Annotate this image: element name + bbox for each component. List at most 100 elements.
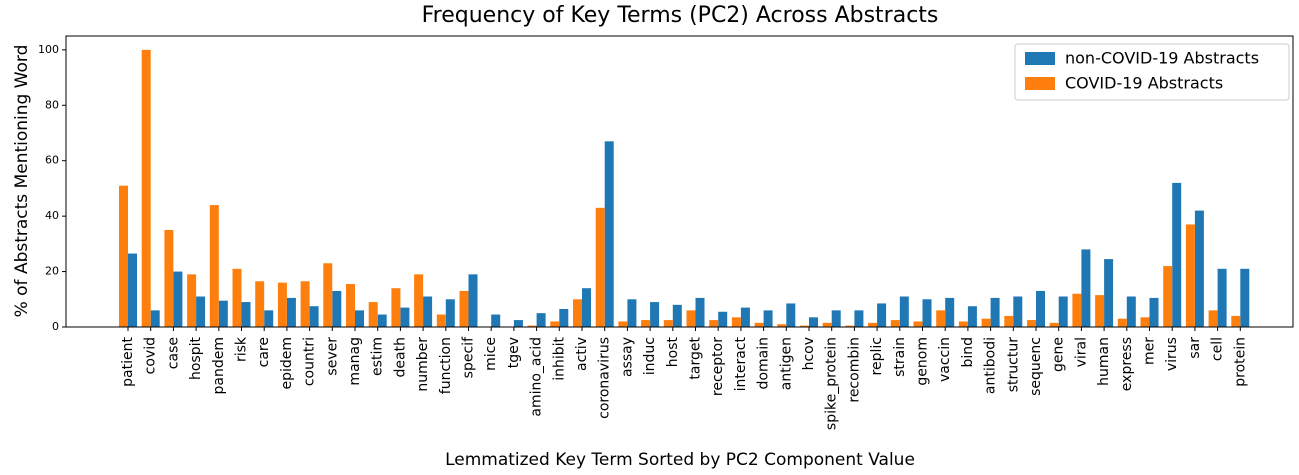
bar [550,321,560,327]
x-tick-label: host [665,337,681,368]
x-tick-label: virus [1164,337,1180,371]
bar [423,296,433,327]
bar [641,320,651,327]
x-tick-label: mice [483,337,499,371]
bar [831,310,841,327]
x-axis-label: Lemmatized Key Term Sorted by PC2 Compon… [445,450,915,470]
x-tick-label: manag [347,337,363,386]
x-tick-label: interact [733,336,749,391]
y-tick-label: 0 [52,320,59,333]
bar [663,320,673,327]
bar [559,308,569,327]
bar [527,325,537,327]
bar [709,320,719,327]
x-tick-label: mer [1142,337,1158,365]
x-tick-label: antibodi [983,337,999,394]
x-tick-label: activ [574,337,590,371]
bar [1117,318,1127,327]
x-tick-label: estim [370,337,386,376]
bar [981,318,991,327]
x-tick-label: antigen [778,337,794,390]
bar [1126,296,1136,327]
x-tick-label: spike_protein [824,337,840,430]
y-tick-label: 20 [45,265,59,278]
x-tick-label: countri [302,337,318,386]
y-tick-label: 100 [38,43,59,56]
bar [718,311,728,327]
bar [822,322,832,327]
bar [1217,268,1227,327]
bar [491,314,501,327]
x-tick-label: function [438,337,454,394]
x-tick-label: inhibit [551,336,567,380]
bar [300,281,310,327]
bar [731,317,741,327]
bar [1072,293,1082,327]
bar [1004,315,1014,327]
x-tick-label: receptor [710,337,726,396]
x-tick-label: induc [642,337,658,375]
bar [686,310,696,327]
bar [1240,268,1250,327]
bar [1149,297,1159,327]
bar [1049,322,1059,327]
bar [1081,249,1091,327]
bar [936,310,946,327]
bar [922,299,932,327]
x-tick-label: sever [324,337,340,376]
x-tick-label: sequenc [1028,337,1044,396]
bar [1013,296,1023,327]
bar [958,321,968,327]
bar [672,304,682,327]
chart-title: Frequency of Key Terms (PC2) Across Abst… [422,3,939,28]
x-tick-label: hospit [188,336,204,380]
bar [809,317,818,327]
bar [1140,317,1150,327]
bar [763,310,773,327]
bar [391,288,401,327]
bar [1231,315,1241,327]
x-tick-label: coronavirus [597,337,613,419]
bar [196,296,206,327]
bar [377,314,387,327]
x-tick-label: risk [234,336,250,362]
x-tick-label: genom [915,337,931,386]
x-tick-label: recombin [846,337,862,403]
bar [627,299,637,327]
bar [899,296,909,327]
bar [877,303,887,327]
x-tick-label: viral [1073,337,1089,367]
bar [1058,296,1068,327]
x-tick-label: structur [1005,337,1021,392]
bar [164,230,174,327]
x-tick-label: number [415,337,431,392]
bar [277,282,287,327]
bar [854,310,864,327]
bar [128,253,137,327]
bar [740,307,750,327]
bar [868,322,878,327]
bar [332,290,342,327]
x-tick-label: domain [756,337,772,389]
x-tick-label: vaccin [937,337,953,382]
bar [536,313,546,327]
bar [890,320,900,327]
bar [582,288,591,327]
y-tick-label: 60 [45,154,59,167]
bar [1208,310,1218,327]
legend-label: non-COVID-19 Abstracts [1065,49,1259,68]
bar [990,297,1000,327]
x-tick-label: pandem [211,337,227,394]
bar [309,306,319,327]
bar [187,274,197,327]
x-tick-label: human [1096,337,1112,386]
bar [695,297,705,327]
bar [150,310,160,327]
bar [173,271,183,327]
bar [355,310,364,327]
x-tick-label: protein [1232,337,1248,387]
bar [1036,290,1045,327]
bar [218,300,228,327]
legend-swatch [1025,77,1055,90]
